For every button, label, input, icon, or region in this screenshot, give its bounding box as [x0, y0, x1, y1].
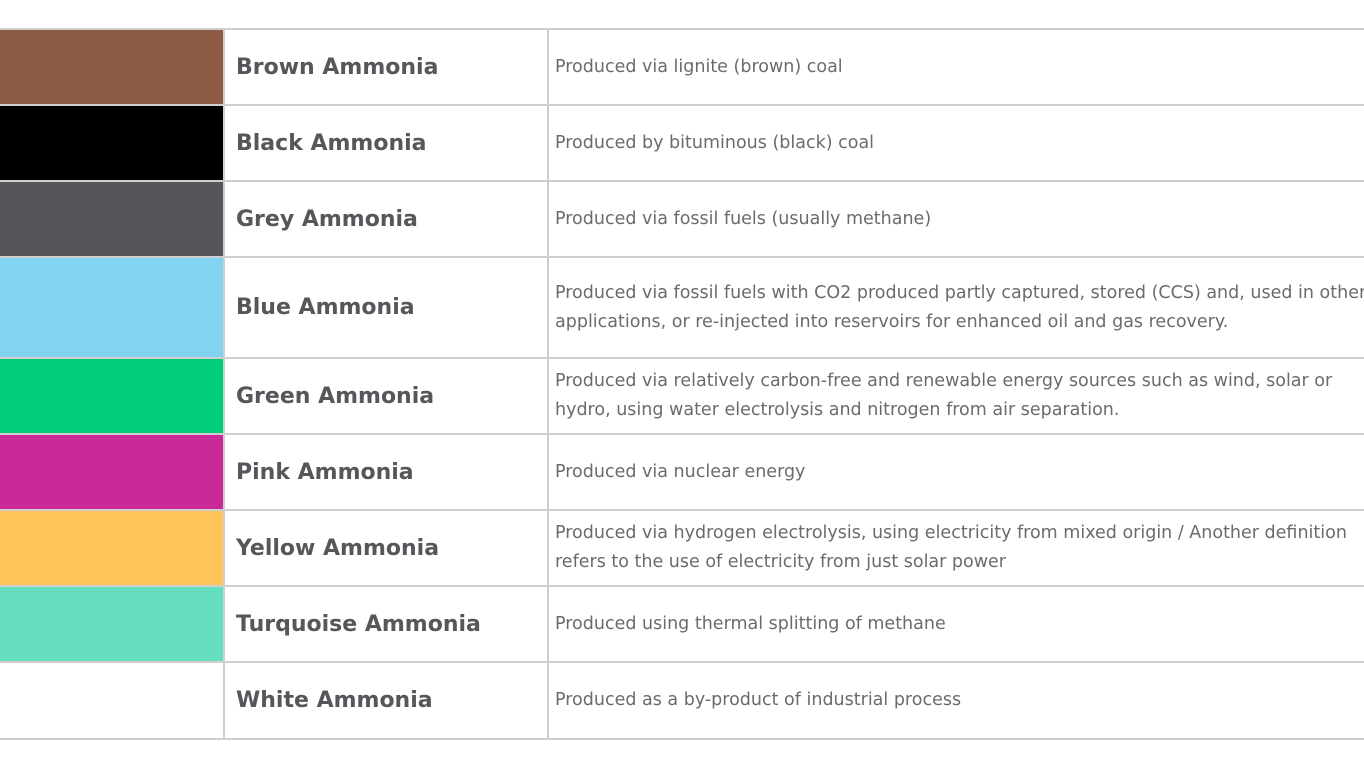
color-swatch [0, 30, 223, 104]
color-swatch [0, 587, 223, 661]
ammonia-type-name: Turquoise Ammonia [223, 587, 549, 661]
table-row: White Ammonia Produced as a by-product o… [0, 663, 1364, 740]
table-row: Grey Ammonia Produced via fossil fuels (… [0, 182, 1364, 258]
ammonia-type-name: Green Ammonia [223, 359, 549, 433]
ammonia-type-description: Produced by bituminous (black) coal [555, 132, 875, 153]
color-swatch [0, 435, 223, 509]
ammonia-type-name: Pink Ammonia [223, 435, 549, 509]
color-swatch [0, 359, 223, 433]
color-swatch [0, 106, 223, 180]
ammonia-type-name: Brown Ammonia [223, 30, 549, 104]
ammonia-type-name: Yellow Ammonia [223, 511, 549, 585]
ammonia-type-name: Blue Ammonia [223, 258, 549, 357]
ammonia-type-name: Black Ammonia [223, 106, 549, 180]
table-row: Black Ammonia Produced by bituminous (bl… [0, 106, 1364, 182]
color-swatch [0, 182, 223, 256]
ammonia-colors-table: Brown Ammonia Produced via lignite (brow… [0, 28, 1364, 740]
ammonia-type-description: Produced via relatively carbon-free and … [555, 371, 1333, 420]
table-row: Brown Ammonia Produced via lignite (brow… [0, 30, 1364, 106]
ammonia-type-description: Produced via nuclear energy [555, 461, 806, 482]
ammonia-type-description: Produced via fossil fuels with CO2 produ… [555, 282, 1364, 332]
ammonia-type-name: White Ammonia [223, 663, 549, 738]
color-swatch [0, 663, 223, 738]
table-row: Turquoise Ammonia Produced using thermal… [0, 587, 1364, 663]
ammonia-type-description: Produced using thermal splitting of meth… [555, 613, 946, 634]
color-swatch [0, 511, 223, 585]
ammonia-type-description: Produced as a by-product of industrial p… [555, 690, 962, 710]
ammonia-type-description: Produced via lignite (brown) coal [555, 56, 843, 77]
table-row: Blue Ammonia Produced via fossil fuels w… [0, 258, 1364, 359]
ammonia-type-description: Produced via fossil fuels (usually metha… [555, 208, 932, 229]
ammonia-type-name: Grey Ammonia [223, 182, 549, 256]
color-swatch [0, 258, 223, 357]
table-row: Green Ammonia Produced via relatively ca… [0, 359, 1364, 435]
table-row: Yellow Ammonia Produced via hydrogen ele… [0, 511, 1364, 587]
table-row: Pink Ammonia Produced via nuclear energy [0, 435, 1364, 511]
ammonia-type-description: Produced via hydrogen electrolysis, usin… [555, 523, 1347, 572]
